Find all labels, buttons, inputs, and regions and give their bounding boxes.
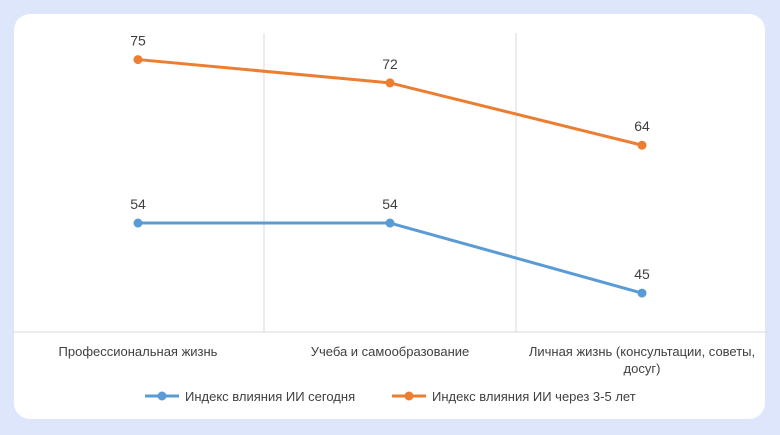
legend-entry: Индекс влияния ИИ через 3-5 лет	[432, 389, 636, 404]
data-label: 75	[130, 33, 146, 49]
series-points	[133, 55, 647, 298]
series-line-0	[138, 221, 643, 295]
series-line-1	[137, 58, 643, 147]
data-point	[133, 218, 143, 228]
data-label: 54	[130, 196, 146, 212]
legend-swatch-marker	[157, 391, 167, 401]
data-point	[385, 218, 395, 228]
data-point	[133, 55, 143, 65]
data-point	[637, 288, 647, 298]
data-label: 72	[382, 56, 398, 72]
legend-swatch-marker	[404, 391, 414, 401]
grid-lines	[263, 33, 517, 332]
category-label: досуг)	[624, 361, 661, 376]
data-label: 64	[634, 118, 650, 134]
category-label: Личная жизнь (консультации, советы,	[529, 344, 755, 359]
category-labels: Профессиональная жизнь Учеба и самообразо…	[59, 344, 756, 376]
data-label: 45	[634, 266, 650, 282]
category-label: Учеба и самообразование	[311, 344, 470, 359]
data-label: 54	[382, 196, 398, 212]
data-point	[385, 78, 395, 88]
category-label: Профессиональная жизнь	[59, 344, 218, 359]
data-point	[637, 140, 647, 150]
legend-entry: Индекс влияния ИИ сегодня	[185, 389, 355, 404]
series-lines	[137, 58, 643, 295]
legend: Индекс влияния ИИ сегодня Индекс влияния …	[145, 389, 636, 404]
data-labels: 54 54 45 75 72 64	[130, 33, 650, 283]
